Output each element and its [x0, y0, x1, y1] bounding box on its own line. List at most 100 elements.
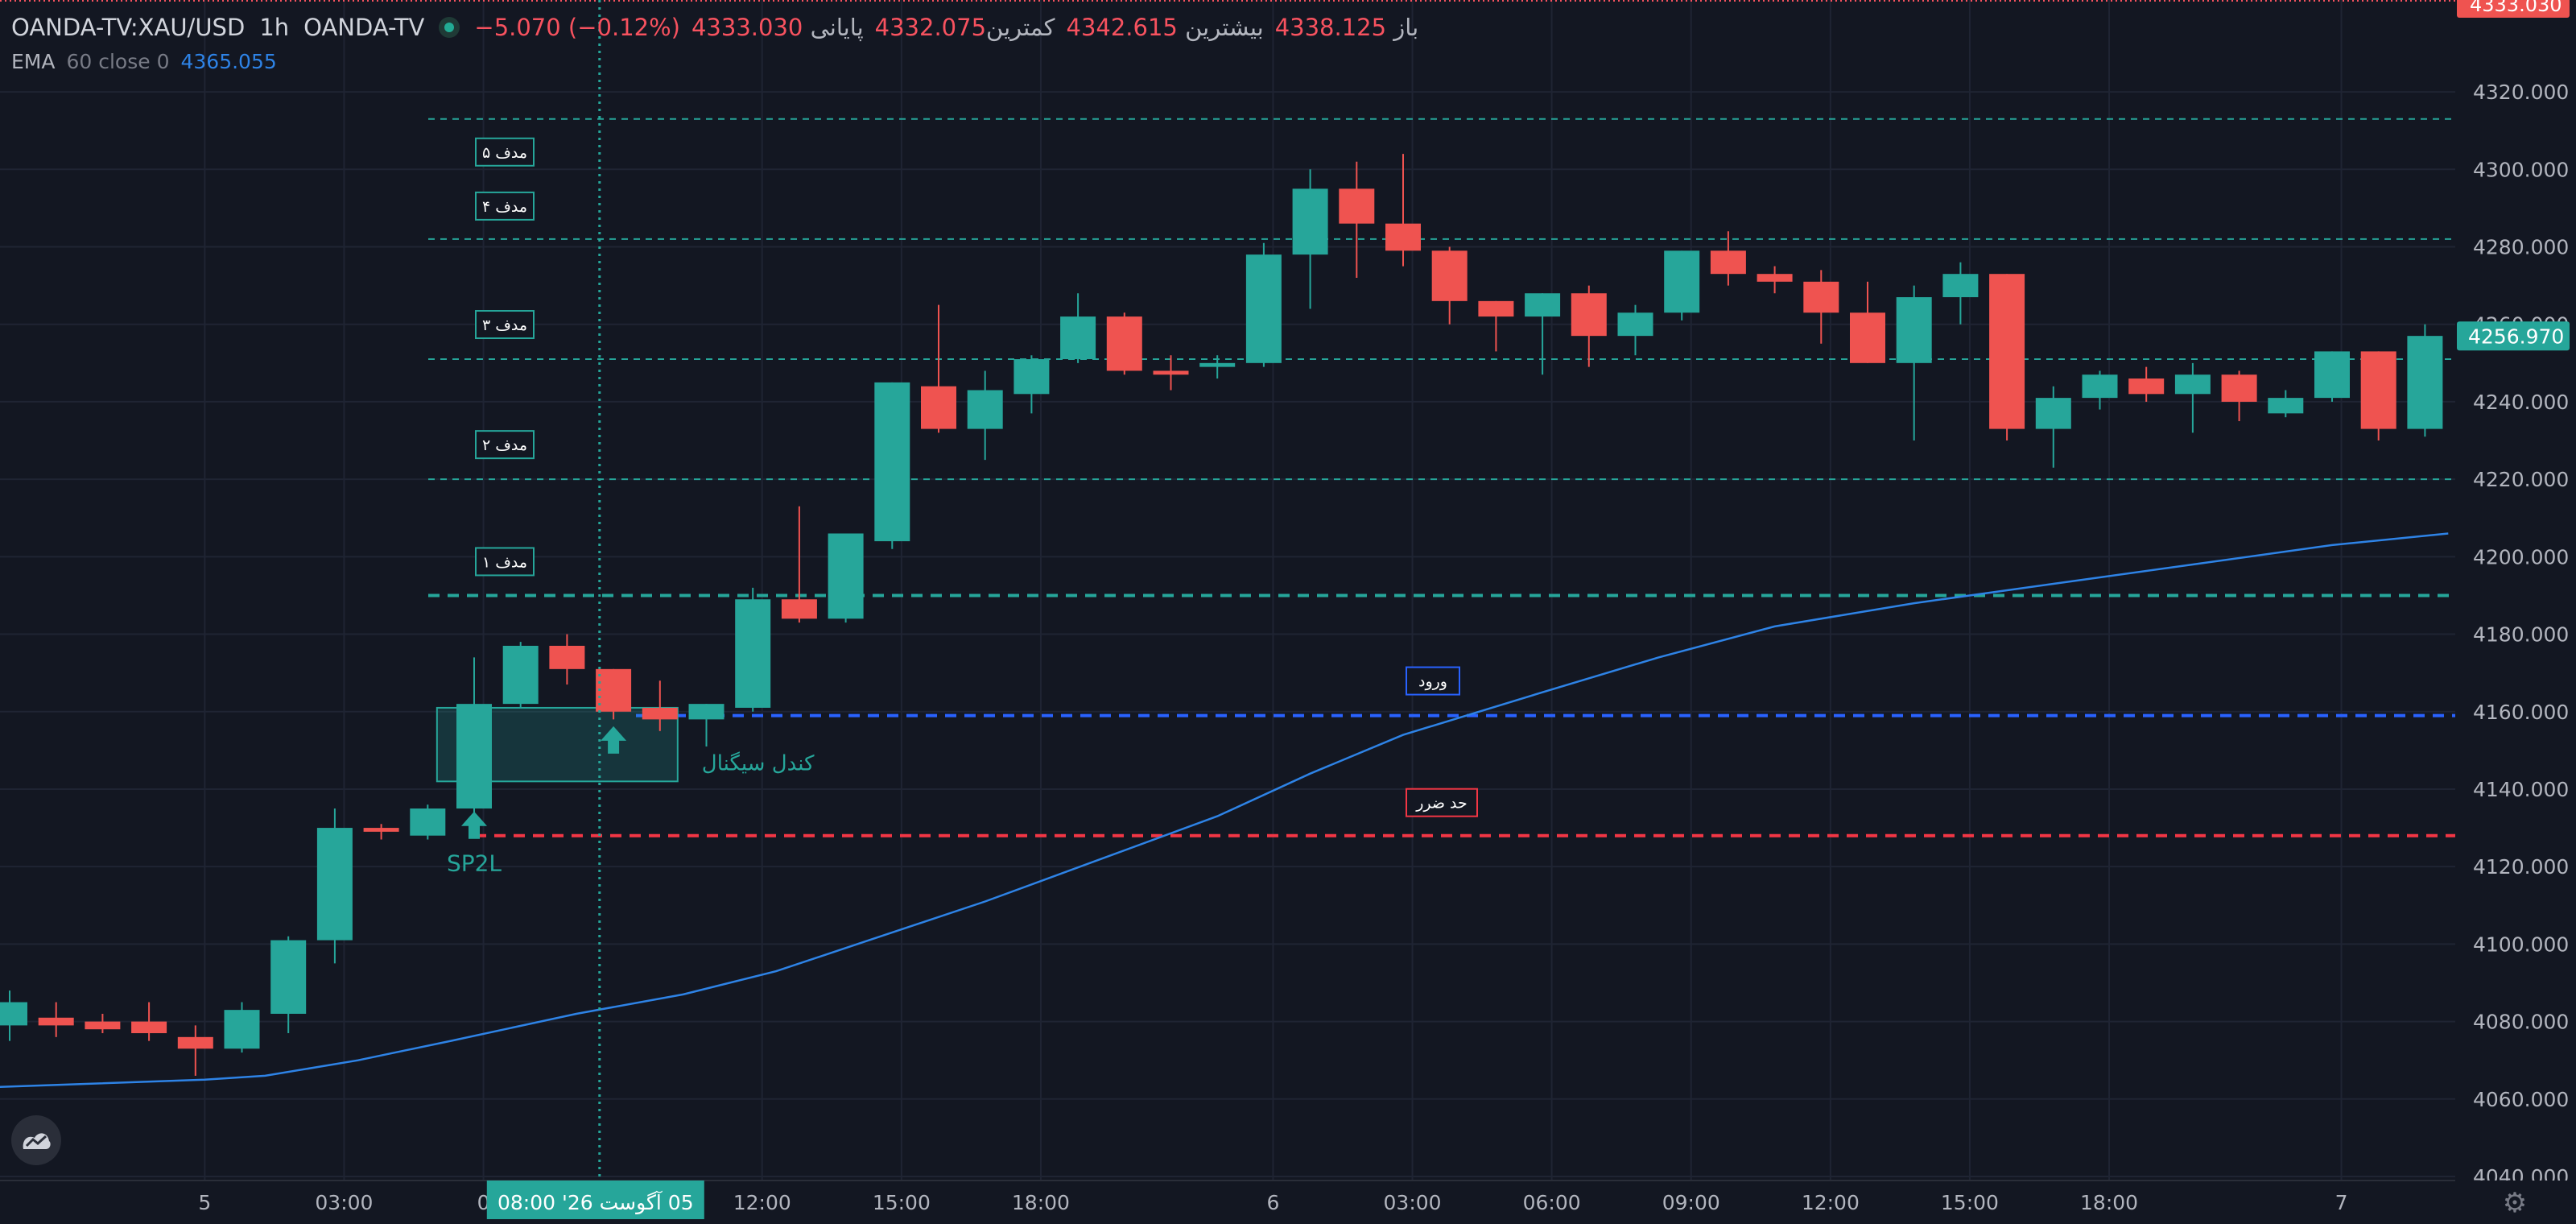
time-tick-label: 0 [477, 1191, 490, 1214]
candle-body [1478, 300, 1514, 317]
candle-body [781, 599, 817, 619]
level-label-target: مدف ۳ [482, 316, 527, 334]
candle-body [1339, 188, 1375, 224]
level-label-stop: حد ضرر [1415, 795, 1468, 813]
price-tick-label: 4320.000 [2473, 81, 2569, 104]
level-label-box [475, 191, 535, 221]
candle-body [1013, 359, 1050, 395]
candle-body [1060, 316, 1096, 360]
candle-body [177, 1036, 213, 1049]
market-status-icon[interactable] [439, 17, 460, 38]
price-tick-label: 4240.000 [2473, 391, 2569, 414]
buy-arrow-icon [461, 811, 487, 839]
candle-body [224, 1010, 260, 1049]
candle-body [1757, 274, 1793, 282]
grid-lines [0, 0, 2576, 1181]
price-tick-label: 4120.000 [2473, 855, 2569, 879]
source-label: OANDA-TV [303, 14, 425, 41]
candle-body [270, 940, 307, 1014]
candle-body [921, 386, 956, 429]
candle-body [688, 704, 724, 720]
candle-body [316, 828, 353, 941]
indicator-value: 4365.055 [180, 50, 277, 73]
candle-body [0, 1002, 27, 1026]
level-label-box [475, 137, 535, 167]
candle-body [1199, 362, 1236, 367]
candle-body [1664, 250, 1700, 313]
candle-body [1617, 312, 1653, 337]
candle-body [2128, 378, 2165, 395]
level-label-box [1406, 788, 1478, 817]
level-label-target: مدف ۱ [482, 553, 527, 571]
time-tick-label: 18:00 [2080, 1191, 2138, 1214]
ema-line [0, 532, 2449, 1089]
signal-box-label: کندل سیگنال [702, 751, 815, 775]
candle-body [38, 1017, 74, 1026]
gear-icon[interactable]: ⚙ [2502, 1187, 2528, 1219]
candle-body [596, 668, 632, 712]
time-tick-label: 5 [198, 1191, 211, 1214]
buy-arrow-icon [601, 726, 627, 754]
price-tick-label: 4100.000 [2473, 932, 2569, 956]
tradingview-logo-icon[interactable] [11, 1115, 61, 1165]
candle-body [2174, 374, 2211, 395]
ema-polyline [0, 532, 2449, 1089]
legend-header: OANDA-TV:XAU/USD 1h OANDA-TV −5.070 (−0.… [11, 8, 1418, 47]
time-tick-label: 15:00 [873, 1191, 931, 1214]
open-readout: 4338.125 باز [1274, 14, 1419, 41]
low-readout: 4332.075کمترین [874, 14, 1055, 41]
candle-body [1896, 297, 1932, 363]
level-label-target: مدف ۵ [482, 144, 527, 162]
price-tick-label: 4080.000 [2473, 1011, 2569, 1034]
candle-body [363, 828, 399, 832]
price-tick-label: 4060.000 [2473, 1088, 2569, 1111]
candle-body [967, 390, 1003, 429]
signal-markers: SP2L [447, 726, 627, 877]
time-tick-label: 18:00 [1012, 1191, 1070, 1214]
level-label-entry: ورود [1418, 673, 1447, 691]
last-price-label: 4256.970 [2468, 325, 2564, 348]
price-axis-bg [2457, 0, 2576, 1181]
candle-body [1803, 281, 1839, 313]
candle-body [1245, 254, 1282, 363]
candle-body [1153, 370, 1189, 375]
symbol-label[interactable]: OANDA-TV:XAU/USD [11, 14, 246, 41]
price-axis: 4320.0004300.0004280.0004260.0004240.000… [2457, 0, 2576, 1189]
indicator-params: 60 close 0 [66, 50, 170, 73]
time-tick-label: 06:00 [1523, 1191, 1581, 1214]
candle-body [828, 533, 864, 619]
price-tick-label: 4280.000 [2473, 236, 2569, 259]
candle-body [502, 645, 539, 705]
trade-levels: مدف ۵ مدف ۴ مدف ۳ مدف ۲ مدف ۱ ورود حد ضرر [428, 118, 2455, 837]
indicator-name: EMA [11, 50, 56, 73]
candle-body [735, 599, 771, 708]
candle-body [1850, 312, 1885, 363]
last-price-tag [2457, 321, 2570, 351]
candle-body [1431, 250, 1468, 301]
candle-body [1525, 293, 1561, 317]
level-label-box [475, 547, 535, 577]
timeframe-label[interactable]: 1h [259, 14, 290, 41]
price-tick-label: 4200.000 [2473, 545, 2569, 569]
high-readout: 4342.615 بیشترین [1066, 14, 1264, 41]
time-tick-label: 03:00 [1384, 1191, 1442, 1214]
time-axis: 8:00503:00012:0015:0018:00603:0006:0009:… [0, 1180, 2576, 1224]
candle-body [2407, 336, 2443, 429]
candle-body [85, 1021, 121, 1030]
level-label-target: مدف ۴ [482, 198, 527, 216]
level-label-box [475, 430, 535, 460]
candle-body [2360, 351, 2396, 429]
time-tick-label: 15:00 [1941, 1191, 1999, 1214]
level-label-box [1406, 666, 1460, 696]
signal-candle-box: کندل سیگنال [436, 706, 815, 783]
close-readout: −5.070 (−0.12%) [474, 14, 680, 41]
indicator-legend[interactable]: EMA 60 close 0 4365.055 [11, 50, 277, 73]
crosshair-time-tag [486, 1181, 704, 1219]
level-label-target: مدف ۲ [482, 436, 527, 454]
candles [0, 154, 2443, 1076]
candle-body [410, 808, 446, 836]
time-tick-label: 12:00 [733, 1191, 791, 1214]
candle-body [1942, 274, 1979, 298]
close-readout-main: 4333.030 پایانی [691, 14, 864, 41]
